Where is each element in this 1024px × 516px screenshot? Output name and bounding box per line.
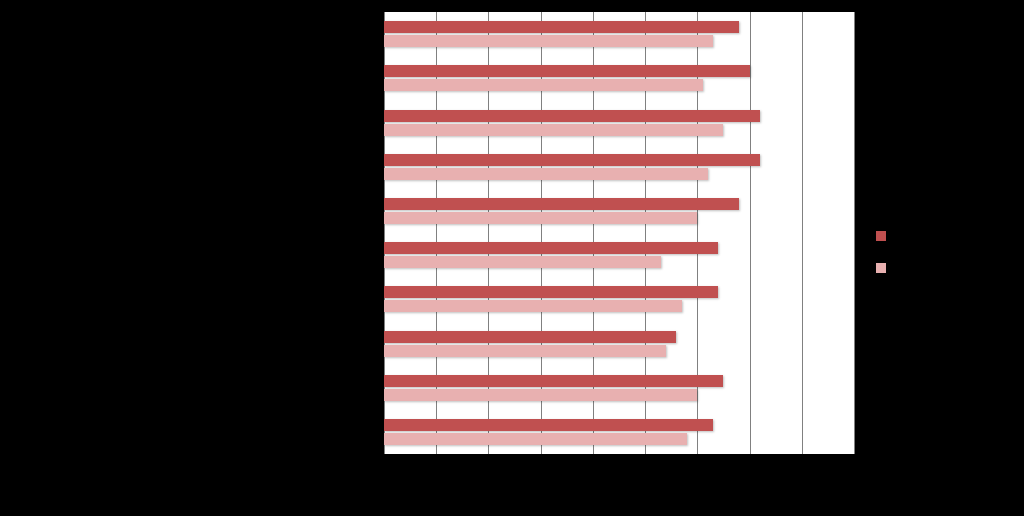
grid-line — [593, 12, 594, 454]
x-tick-label: 1,0 — [480, 460, 497, 474]
grid-line — [645, 12, 646, 454]
grid-line — [384, 12, 385, 454]
category-label: La capacità di ascolto mostrata dal pers… — [56, 160, 374, 174]
bar — [384, 124, 723, 136]
category-label: La considerazione del dolore fisico — [190, 337, 374, 351]
grid-line — [541, 12, 542, 454]
x-tick-label: 0,5 — [428, 460, 445, 474]
chart-container: L'informazione chiara e completa sul rep… — [0, 0, 1024, 516]
legend: Anno 2011 Anno 2009 — [876, 228, 962, 292]
x-tick-label: 3,0 — [689, 460, 706, 474]
category-label: Il rispetto della riservatezza personale — [173, 292, 374, 306]
legend-swatch — [876, 263, 886, 273]
bar — [384, 300, 682, 312]
category-label: L'informazione data dal personale inferm… — [0, 204, 374, 218]
plot-area — [384, 12, 854, 454]
legend-item: Anno 2011 — [876, 228, 962, 244]
grid-line — [750, 12, 751, 454]
bar — [384, 419, 713, 431]
category-label: L'informazione chiara e completa sul rep… — [0, 27, 374, 41]
category-label: La disponibilità del personale a dare in… — [56, 425, 374, 439]
x-tick-label: 1,5 — [532, 460, 549, 474]
grid-line — [854, 12, 855, 454]
category-label: L'aiuto ad affrontare le paure e le ansi… — [44, 381, 374, 395]
bar — [384, 21, 739, 33]
x-tick-label: 3,5 — [741, 460, 758, 474]
bar — [384, 389, 697, 401]
grid-line — [436, 12, 437, 454]
bar — [384, 242, 718, 254]
bar — [384, 110, 760, 122]
category-label: L'informazione data dai medici sulle con… — [0, 71, 374, 85]
bar — [384, 35, 713, 47]
grid-line — [697, 12, 698, 454]
bar — [384, 168, 708, 180]
legend-label: Anno 2011 — [894, 228, 961, 244]
grid-line — [488, 12, 489, 454]
bar — [384, 331, 676, 343]
bar — [384, 433, 687, 445]
x-tick-label: 4,5 — [846, 460, 863, 474]
x-tick-label: 0,0 — [376, 460, 393, 474]
bar — [384, 286, 718, 298]
bar — [384, 154, 760, 166]
bar — [384, 375, 723, 387]
bar — [384, 198, 739, 210]
bar — [384, 212, 697, 224]
bar — [384, 79, 703, 91]
x-tick-label: 4,0 — [793, 460, 810, 474]
bar — [384, 65, 750, 77]
category-label: La capacità di ascolto mostrata dai medi… — [151, 116, 374, 130]
x-tick-label: 2,5 — [637, 460, 654, 474]
x-tick-label: 2,0 — [585, 460, 602, 474]
legend-swatch — [876, 231, 886, 241]
grid-line — [802, 12, 803, 454]
y-axis-labels: L'informazione chiara e completa sul rep… — [0, 12, 374, 454]
bar — [384, 256, 661, 268]
bar — [384, 345, 666, 357]
legend-label: Anno 2009 — [894, 260, 962, 276]
category-label: L'informazione sul comportamento da tene… — [34, 248, 374, 262]
legend-item: Anno 2009 — [876, 260, 962, 276]
